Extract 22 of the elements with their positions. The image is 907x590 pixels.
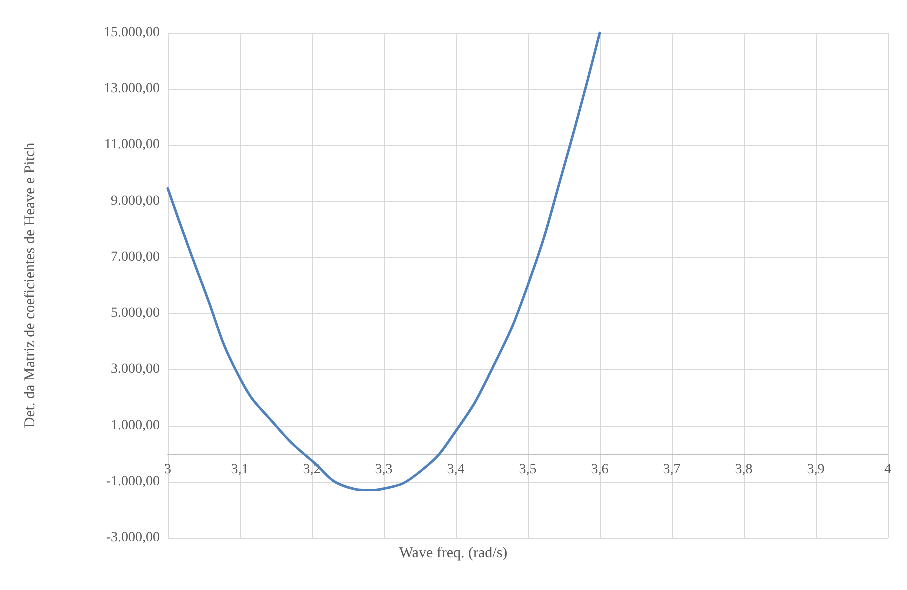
y-tick-label: -3.000,00	[106, 530, 160, 546]
x-tick-label: 3,7	[663, 462, 681, 478]
y-tick-label: 7.000,00	[111, 250, 160, 265]
x-tick-label: 3	[164, 462, 172, 478]
y-tick-label: 13.000,00	[104, 82, 160, 97]
x-tick-label: 4	[884, 462, 892, 478]
x-tick-label: 3,5	[519, 462, 537, 478]
y-tick-label: 5.000,00	[111, 306, 160, 322]
y-tick-label: 9.000,00	[111, 194, 160, 209]
y-tick-label: 15.000,00	[104, 26, 160, 40]
y-tick-label: 1.000,00	[111, 418, 160, 434]
x-tick-label: 3,1	[231, 462, 249, 478]
x-tick-label: 3,3	[375, 462, 393, 478]
x-tick-label: 3,4	[447, 462, 465, 478]
y-tick-label: 3.000,00	[111, 362, 160, 378]
x-tick-label: 3,8	[735, 462, 753, 478]
y-axis-title: Det. da Matriz de coeficientes de Heave e Pitch	[22, 142, 38, 428]
x-tick-label: 3,9	[807, 462, 825, 478]
x-axis-title: Wave freq. (rad/s)	[399, 546, 508, 562]
x-tick-label: 3,6	[591, 462, 609, 478]
y-tick-label: -1.000,00	[106, 474, 160, 490]
y-tick-label: 11.000,00	[104, 138, 160, 153]
